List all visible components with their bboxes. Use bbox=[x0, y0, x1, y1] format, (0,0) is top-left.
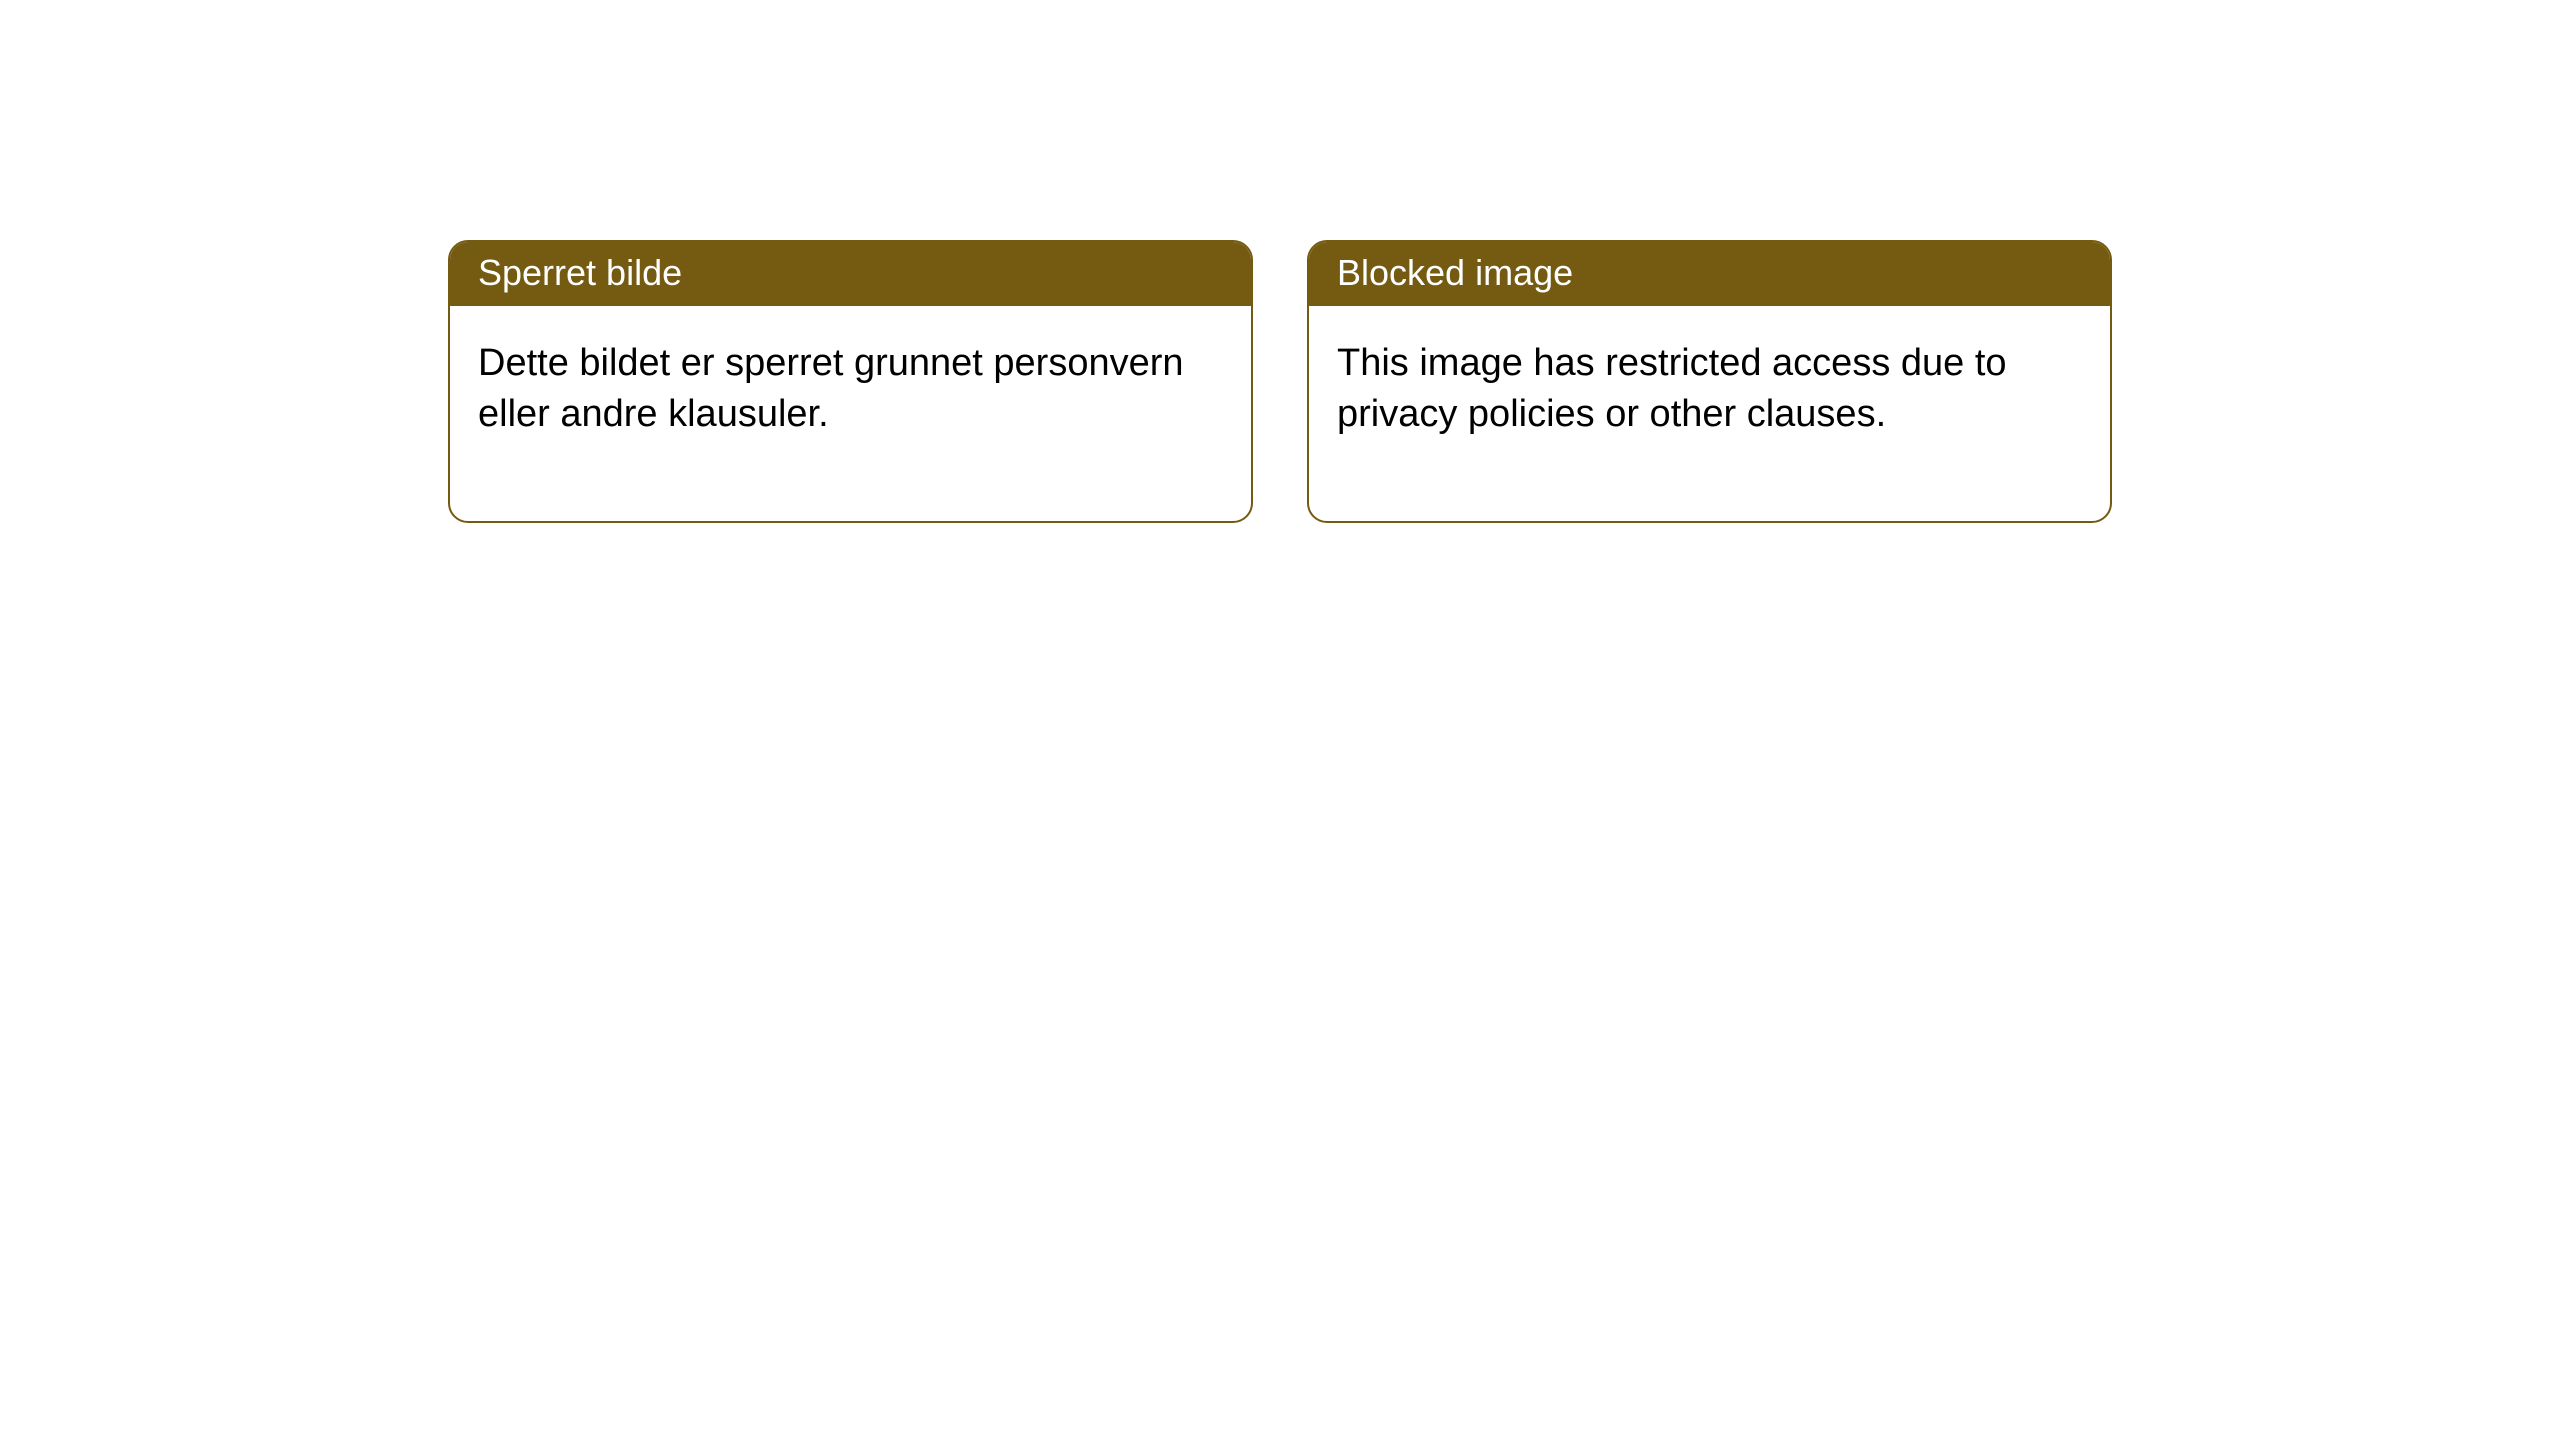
card-header: Blocked image bbox=[1309, 242, 2110, 306]
card-body: This image has restricted access due to … bbox=[1309, 306, 2110, 521]
card-body: Dette bildet er sperret grunnet personve… bbox=[450, 306, 1251, 521]
blocked-image-cards-row: Sperret bilde Dette bildet er sperret gr… bbox=[448, 240, 2560, 523]
card-title: Blocked image bbox=[1337, 252, 1573, 293]
card-title: Sperret bilde bbox=[478, 252, 682, 293]
card-header: Sperret bilde bbox=[450, 242, 1251, 306]
blocked-image-card-en: Blocked image This image has restricted … bbox=[1307, 240, 2112, 523]
card-body-text: This image has restricted access due to … bbox=[1337, 342, 2007, 435]
card-body-text: Dette bildet er sperret grunnet personve… bbox=[478, 342, 1184, 435]
blocked-image-card-no: Sperret bilde Dette bildet er sperret gr… bbox=[448, 240, 1253, 523]
